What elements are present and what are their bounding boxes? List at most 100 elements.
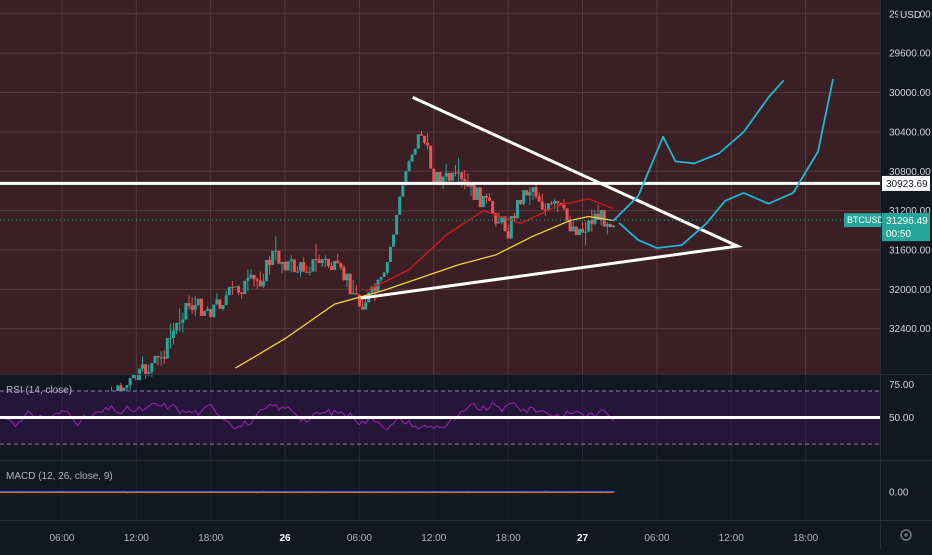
candle-body	[522, 190, 526, 204]
candle-body	[612, 225, 616, 228]
candle-body	[587, 220, 591, 232]
candle-body	[224, 295, 228, 306]
candle-body	[209, 308, 213, 318]
candle-body	[447, 172, 451, 181]
candle-body	[258, 280, 262, 287]
candle-body	[506, 231, 510, 239]
candle-body	[364, 302, 368, 310]
candle-body	[314, 258, 318, 260]
candle-body	[286, 261, 290, 271]
candle-body	[342, 267, 346, 281]
candle-body	[277, 250, 281, 264]
candle-body	[351, 293, 355, 295]
candle-body	[531, 187, 535, 193]
candle-body	[227, 286, 231, 296]
candle-body	[590, 220, 594, 224]
candle-body	[426, 142, 430, 146]
candle-body	[540, 201, 544, 210]
candle-body	[457, 172, 461, 174]
candle-body	[528, 192, 532, 196]
price-axis[interactable]: 29200.0029600.0030000.0030400.0030800.00…	[889, 9, 931, 335]
time-tick-label: 06:00	[347, 533, 372, 544]
candle-body	[503, 216, 507, 232]
price-grid	[0, 0, 880, 374]
candle-body	[249, 274, 253, 278]
currency-badge-bg	[898, 7, 920, 21]
candle-body	[339, 263, 343, 268]
trend-drawings[interactable]	[0, 78, 880, 300]
candle-body	[438, 171, 442, 185]
candle-body	[361, 306, 365, 310]
candle-body	[326, 258, 330, 266]
candle-body	[419, 134, 423, 136]
candle-body	[305, 271, 309, 273]
time-axis[interactable]: 06:00 12:00 18:00 26 06:00 12:00 18:00 27 06:00 1…	[49, 533, 818, 544]
candle-body	[416, 134, 420, 149]
candle-body	[150, 363, 154, 372]
candle-body	[193, 304, 197, 310]
candle-body	[519, 200, 523, 204]
macd-legend[interactable]: MACD (12, 26, close, 9)	[6, 471, 113, 482]
time-tick-label: 12:00	[124, 533, 149, 544]
candle-body	[488, 197, 492, 201]
last-price-tag: BTCUSD 31296.49 00:50	[844, 213, 930, 242]
rsi-legend[interactable]: RSI (14, close)	[6, 385, 72, 396]
price-tick-label: 30800.00	[889, 167, 931, 178]
candle-body	[240, 292, 244, 294]
chart-settings-icon[interactable]	[900, 529, 912, 541]
candle-body	[264, 259, 268, 282]
candle-body	[190, 305, 194, 310]
price-tick-label: 30000.00	[889, 88, 931, 99]
candle-body	[153, 355, 157, 364]
candle-body	[491, 200, 495, 213]
candle-body	[184, 303, 188, 320]
candle-body	[605, 223, 609, 227]
candle-body	[181, 319, 185, 323]
candle-body	[283, 261, 287, 271]
price-tick-label: 31600.00	[889, 245, 931, 256]
candle-body	[512, 215, 516, 219]
price-tick-label: 32000.00	[889, 285, 931, 296]
macd-axis[interactable]: 0.00	[889, 488, 909, 499]
candle-body	[345, 273, 349, 281]
level-tag-label: 30923.69	[886, 179, 928, 190]
candle-body	[311, 258, 315, 272]
countdown-timer: 00:50	[886, 229, 911, 240]
candle-body	[413, 148, 417, 155]
candle-body	[289, 259, 293, 262]
candle-body	[187, 303, 191, 306]
candle-body	[320, 259, 324, 264]
candle-body	[330, 265, 334, 271]
candle-body	[323, 258, 327, 260]
candle-body	[379, 276, 383, 280]
candle-body	[203, 310, 207, 316]
macd-pane[interactable]: MACD (12, 26, close, 9)	[0, 461, 807, 520]
currency-label[interactable]: USD	[900, 10, 921, 21]
projection-curve-1[interactable]	[612, 79, 785, 222]
candle-body	[423, 135, 427, 143]
candle-body	[354, 293, 358, 295]
candle-body	[500, 216, 504, 223]
rsi-pane[interactable]: RSI (14, close)	[0, 375, 880, 460]
candle-body	[175, 322, 179, 331]
price-tick-label: 29600.00	[889, 49, 931, 60]
projection-curve-2[interactable]	[618, 78, 834, 249]
time-tick-label: 12:00	[719, 533, 744, 544]
rsi-line	[0, 401, 614, 431]
candle-body	[543, 209, 547, 211]
candle-body	[295, 271, 299, 273]
candle-body	[388, 246, 392, 262]
candle-body	[515, 200, 519, 219]
candle-body	[407, 161, 411, 172]
price-pane[interactable]	[0, 0, 880, 374]
candle-body	[574, 226, 578, 236]
moving-average-lines	[235, 198, 614, 369]
candle-body	[441, 176, 445, 185]
triangle-pattern[interactable]	[360, 96, 743, 300]
candle-body	[525, 190, 529, 196]
rsi-axis[interactable]: 75.00 50.00	[889, 380, 914, 424]
candle-body	[348, 273, 352, 295]
candle-body	[237, 286, 241, 293]
